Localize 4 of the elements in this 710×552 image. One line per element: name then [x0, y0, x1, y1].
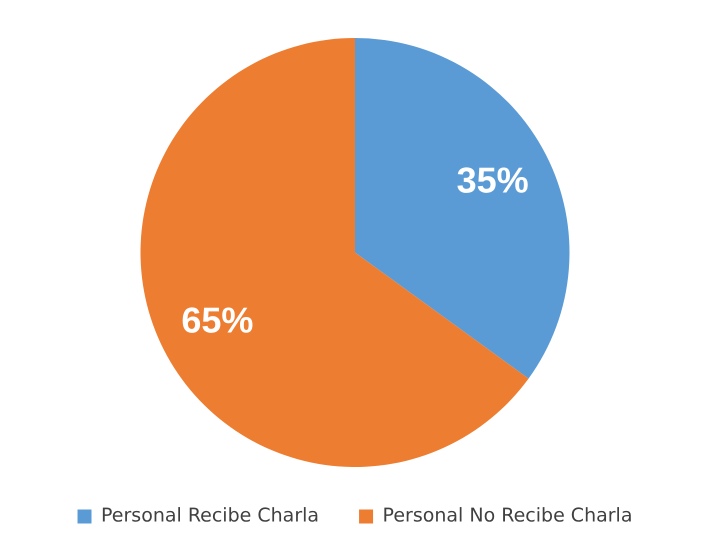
data-label: 35%	[456, 159, 529, 200]
legend-label: Personal No Recibe Charla	[382, 504, 632, 526]
data-label: 65%	[181, 300, 254, 341]
legend-label: Personal Recibe Charla	[101, 504, 320, 526]
